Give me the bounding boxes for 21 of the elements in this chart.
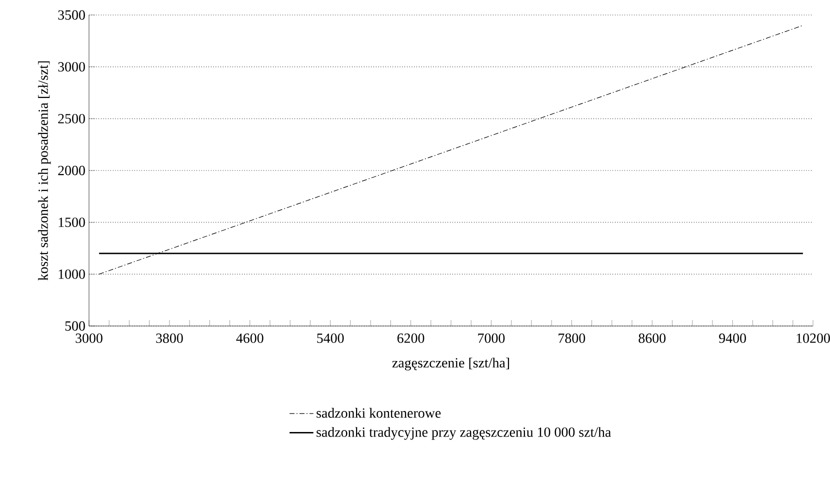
legend-label: sadzonki kontenerowe <box>316 408 441 418</box>
y-tick-label: 3000 <box>58 62 85 72</box>
x-tick-label: 9400 <box>719 334 746 343</box>
x-tick-label: 7800 <box>558 334 586 343</box>
legend-label: sadzonki tradycyjne przy zagęszczeniu 10 000 szt/ha <box>316 427 611 440</box>
y-tick-label: 2500 <box>58 114 85 124</box>
y-axis-title: koszt sadzonek i ich posadzenia [zł/szt] <box>38 61 51 280</box>
y-tick-label: 1000 <box>58 269 85 279</box>
x-tick-label: 10200 <box>796 334 830 343</box>
x-tick-label: 6200 <box>397 334 424 343</box>
y-tick-label: 2000 <box>58 166 85 176</box>
x-tick-label: 7000 <box>478 334 505 343</box>
x-axis-title: zagęszczenie [szt/ha] <box>392 358 510 370</box>
x-tick-label: 3000 <box>76 334 102 343</box>
x-tick-label: 5400 <box>317 334 344 343</box>
x-tick-label: 4600 <box>236 334 264 343</box>
y-tick-label: 3500 <box>58 10 85 20</box>
x-tick-label: 3800 <box>156 334 183 343</box>
x-tick-label: 8600 <box>638 334 666 343</box>
y-tick-label: 1500 <box>58 218 85 228</box>
y-tick-label: 500 <box>65 321 85 331</box>
